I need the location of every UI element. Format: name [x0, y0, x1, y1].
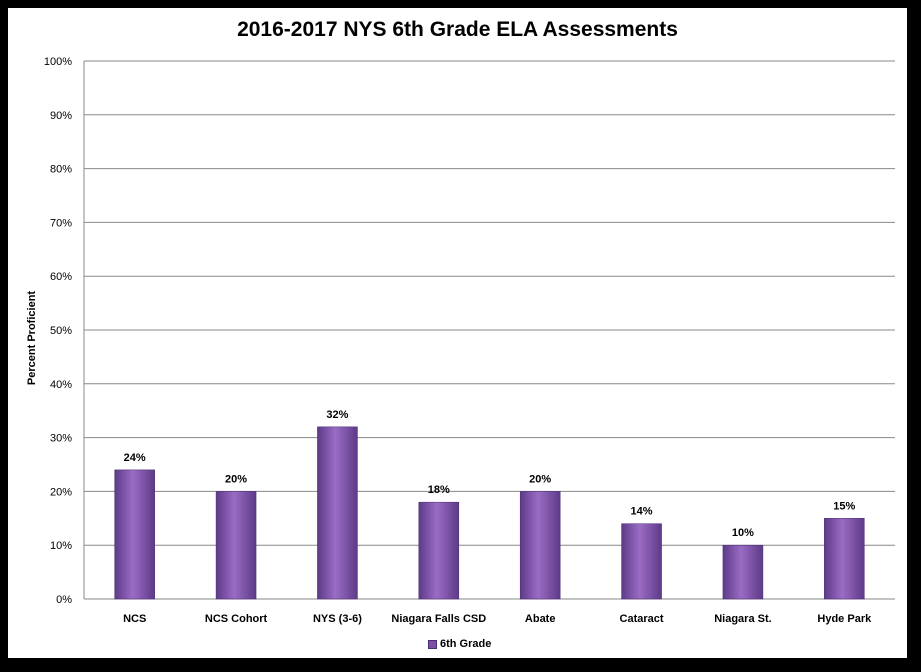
- chart-frame: 2016-2017 NYS 6th Grade ELA Assessments …: [8, 8, 907, 658]
- y-tick-label: 90%: [50, 110, 72, 122]
- y-axis-title: Percent Proficient: [26, 291, 38, 385]
- y-tick-label: 40%: [50, 379, 72, 391]
- category-labels: NCS NCS Cohort NYS (3-6) Niagara Falls CSD A…: [123, 613, 872, 625]
- y-tick-label: 100%: [44, 56, 72, 68]
- data-label: 14%: [631, 506, 653, 518]
- bar: [722, 544, 764, 600]
- bar: [114, 469, 155, 600]
- bar: [317, 426, 358, 600]
- y-tick-label: 30%: [50, 433, 72, 445]
- category-label: Abate: [525, 613, 556, 625]
- category-label: NCS: [123, 613, 146, 625]
- gridlines: [83, 60, 895, 600]
- data-label: 32%: [326, 409, 348, 421]
- bar: [418, 501, 460, 600]
- legend-label: 6th Grade: [440, 638, 492, 650]
- bars: [114, 426, 865, 600]
- legend-swatch: [428, 639, 437, 649]
- category-label: NCS Cohort: [205, 613, 268, 625]
- data-label: 24%: [124, 452, 146, 464]
- category-label: NYS (3-6): [313, 613, 362, 625]
- y-axis-ticks: 0% 10% 20% 30% 40% 50% 60% 70% 80% 90% 100%: [44, 56, 72, 606]
- category-label: Niagara Falls CSD: [391, 613, 486, 625]
- chart-title: 2016-2017 NYS 6th Grade ELA Assessments: [237, 18, 678, 41]
- category-label: Cataract: [620, 613, 664, 625]
- data-label: 18%: [428, 484, 450, 496]
- y-tick-label: 20%: [50, 486, 72, 498]
- y-tick-label: 70%: [50, 217, 72, 229]
- data-label: 15%: [833, 500, 855, 512]
- y-tick-label: 10%: [50, 540, 72, 552]
- data-label: 20%: [225, 473, 247, 485]
- bar: [621, 523, 662, 600]
- legend: 6th Grade: [428, 638, 491, 650]
- y-tick-label: 50%: [50, 325, 72, 337]
- bar-chart: 0% 10% 20% 30% 40% 50% 60% 70% 80% 90% 100% 24% 20%…: [26, 56, 895, 625]
- data-labels: 24% 20% 32% 18% 20% 14% 10% 15%: [124, 409, 856, 539]
- data-label: 20%: [529, 473, 551, 485]
- category-label: Hyde Park: [817, 613, 872, 625]
- category-label: Niagara St.: [714, 613, 771, 625]
- bar: [824, 518, 865, 600]
- y-tick-label: 0%: [56, 594, 72, 606]
- y-tick-label: 80%: [50, 164, 72, 176]
- y-tick-label: 60%: [50, 271, 72, 283]
- data-label: 10%: [732, 527, 754, 539]
- bar: [519, 491, 561, 600]
- bar: [215, 491, 257, 600]
